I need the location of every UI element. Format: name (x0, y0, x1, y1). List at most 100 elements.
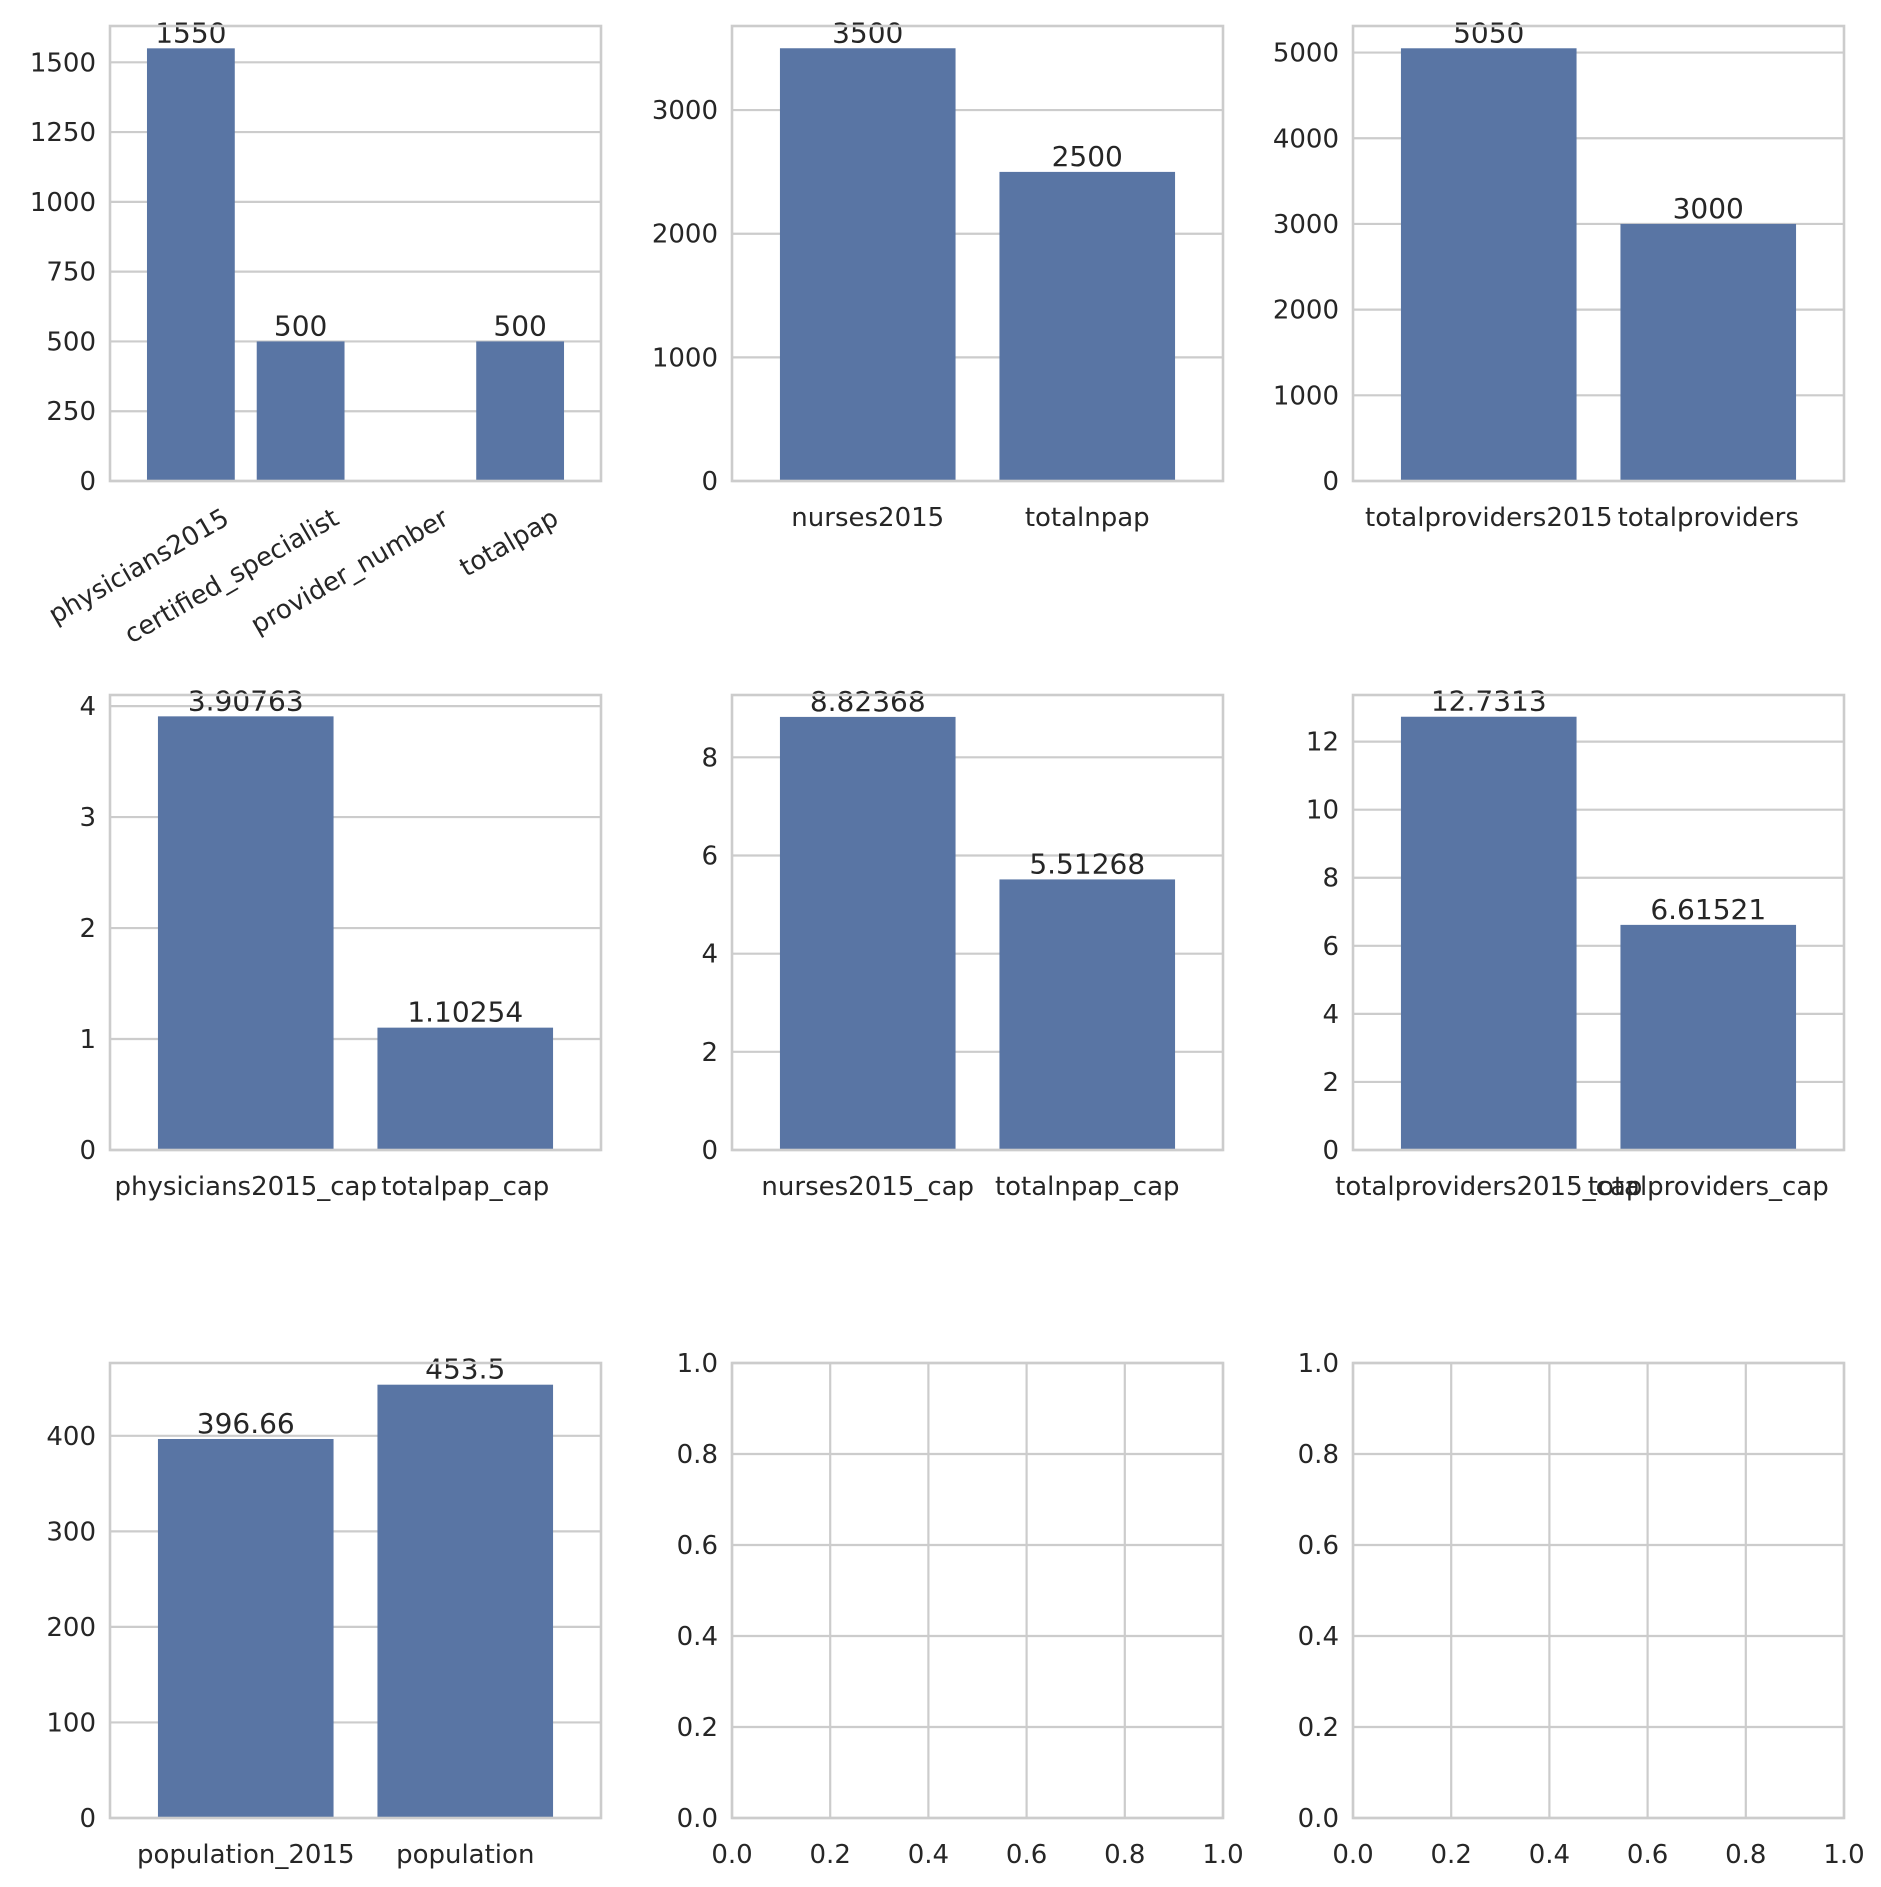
subplot-3: 0 1000 2000 3000 4000 5000 5050 totalproviders2… (1273, 16, 1846, 533)
y-tick-label: 3000 (1273, 210, 1339, 240)
x-tick-label: totalpap_cap (381, 1172, 549, 1202)
y-tick-label: 750 (46, 258, 96, 288)
bar-value-label: 5.51268 (1029, 847, 1145, 880)
bar (1400, 48, 1577, 482)
x-tick-label: 0.2 (810, 1840, 851, 1870)
x-tick-label: population_2015 (137, 1840, 355, 1870)
bar (779, 716, 956, 1150)
bar-value-label: 500 (493, 309, 546, 342)
bar-value-label: 396.66 (197, 1407, 295, 1440)
y-tick-label: 4000 (1273, 124, 1339, 154)
y-tick-label: 0 (701, 1136, 718, 1166)
y-tick-label: 0.2 (677, 1713, 718, 1743)
bar-value-label: 453.5 (425, 1353, 505, 1386)
y-tick-label: 100 (46, 1708, 96, 1738)
bar (146, 48, 235, 481)
y-tick-label: 8 (701, 743, 718, 773)
axes-frame (1351, 693, 1846, 1152)
y-tick-label: 300 (46, 1517, 96, 1547)
y-tick-label: 1.0 (677, 1349, 718, 1379)
y-tick-label: 10 (1306, 796, 1339, 826)
y-tick-label: 0.4 (1298, 1622, 1339, 1652)
x-tick-label: 0.0 (1332, 1840, 1373, 1870)
subplot-5: 0 2 4 6 8 8.82368 nurses2015_cap 5.51268 totalnp… (701, 685, 1225, 1202)
y-tick-label: 0 (79, 467, 96, 497)
x-tick-label: physicians2015 (44, 503, 235, 630)
y-tick-label: 1500 (30, 48, 96, 78)
y-tick-label: 0.0 (677, 1804, 718, 1834)
bar-value-label: 5050 (1453, 16, 1524, 49)
y-tick-label: 0.8 (1298, 1440, 1339, 1470)
y-tick-label: 0.0 (1298, 1804, 1339, 1834)
x-tick-label: nurses2015 (791, 503, 944, 533)
x-tick-label: 0.6 (1006, 1840, 1047, 1870)
bar (256, 341, 345, 481)
y-tick-label: 2000 (652, 220, 718, 250)
bar-value-label: 1550 (155, 16, 226, 49)
x-tick-label: totalproviders (1618, 503, 1799, 533)
axes-frame (1351, 1361, 1846, 1820)
x-tick-label: totalproviders2015_cap (1335, 1172, 1642, 1202)
y-tick-label: 0 (79, 1136, 96, 1166)
bar-value-label: 8.82368 (810, 685, 926, 718)
y-tick-label: 1000 (30, 188, 96, 218)
x-tick-label: 0.2 (1431, 1840, 1472, 1870)
y-tick-label: 1000 (1273, 381, 1339, 411)
bar (999, 879, 1176, 1150)
y-tick-label: 4 (701, 940, 718, 970)
x-tick-label: totalproviders_cap (1588, 1172, 1829, 1202)
y-tick-label: 6 (1322, 932, 1339, 962)
bar-value-label: 3000 (1673, 192, 1744, 225)
y-tick-label: 0.4 (677, 1622, 718, 1652)
y-tick-label: 250 (46, 397, 96, 427)
x-tick-label: 1.0 (1202, 1840, 1243, 1870)
bar-value-label: 3.90763 (188, 684, 304, 717)
axes-frame (108, 24, 603, 483)
subplot-1: 0 250 500 750 1000 1250 1500 1550 physicians2015… (30, 16, 603, 650)
y-tick-label: 2 (1322, 1068, 1339, 1098)
y-tick-label: 0.2 (1298, 1713, 1339, 1743)
axes-frame (730, 24, 1225, 483)
y-tick-label: 200 (46, 1613, 96, 1643)
bar (157, 1438, 334, 1818)
x-tick-label: totalnpap (1025, 503, 1150, 533)
axes-frame (1351, 24, 1846, 483)
x-tick-label: 1.0 (1823, 1840, 1864, 1870)
x-tick-label: physicians2015_cap (114, 1172, 377, 1202)
y-tick-label: 500 (46, 327, 96, 357)
subplot-8: 0.0 0.2 0.4 0.6 0.8 1.0 0.0 0.2 0.4 0.6 0.8 1.0 (677, 1349, 1244, 1870)
y-tick-label: 4 (1322, 1000, 1339, 1030)
x-tick-label: totalproviders2015 (1365, 503, 1613, 533)
x-tick-label: 0.4 (1529, 1840, 1570, 1870)
y-tick-label: 3 (79, 803, 96, 833)
y-tick-label: 2 (79, 914, 96, 944)
subplot-9: 0.0 0.2 0.4 0.6 0.8 1.0 0.0 0.2 0.4 0.6 0.8 1.0 (1298, 1349, 1865, 1870)
y-tick-label: 5000 (1273, 39, 1339, 69)
y-tick-label: 0 (1322, 467, 1339, 497)
bar-value-label: 3500 (832, 16, 903, 49)
x-tick-label: 0.8 (1725, 1840, 1766, 1870)
y-tick-label: 0 (79, 1804, 96, 1834)
bar (157, 716, 334, 1150)
y-tick-label: 1 (79, 1025, 96, 1055)
subplot-4: 0 1 2 3 4 3.90763 physicians2015_cap 1.10254 tot… (79, 684, 603, 1202)
bar (1620, 924, 1797, 1150)
subplot-7: 0 100 200 300 400 396.66 population_2015 453.5 p… (46, 1353, 603, 1870)
bar (1620, 223, 1797, 481)
y-tick-label: 3000 (652, 96, 718, 126)
axes-frame (730, 693, 1225, 1152)
x-tick-label: 0.0 (711, 1840, 752, 1870)
y-tick-label: 0 (1322, 1136, 1339, 1166)
axes-frame (108, 1361, 603, 1820)
y-tick-label: 6 (701, 842, 718, 872)
subplot-6: 0 2 4 6 8 10 12 12.7313 totalproviders2015_cap 6.… (1306, 685, 1846, 1202)
bar-value-label: 1.10254 (407, 996, 523, 1029)
x-tick-label: 0.6 (1627, 1840, 1668, 1870)
y-tick-label: 8 (1322, 864, 1339, 894)
y-tick-label: 2 (701, 1038, 718, 1068)
x-tick-label: provider_number (246, 503, 454, 641)
x-tick-label: totalnpap_cap (995, 1172, 1180, 1202)
y-tick-label: 0.8 (677, 1440, 718, 1470)
bar-value-label: 2500 (1052, 140, 1123, 173)
